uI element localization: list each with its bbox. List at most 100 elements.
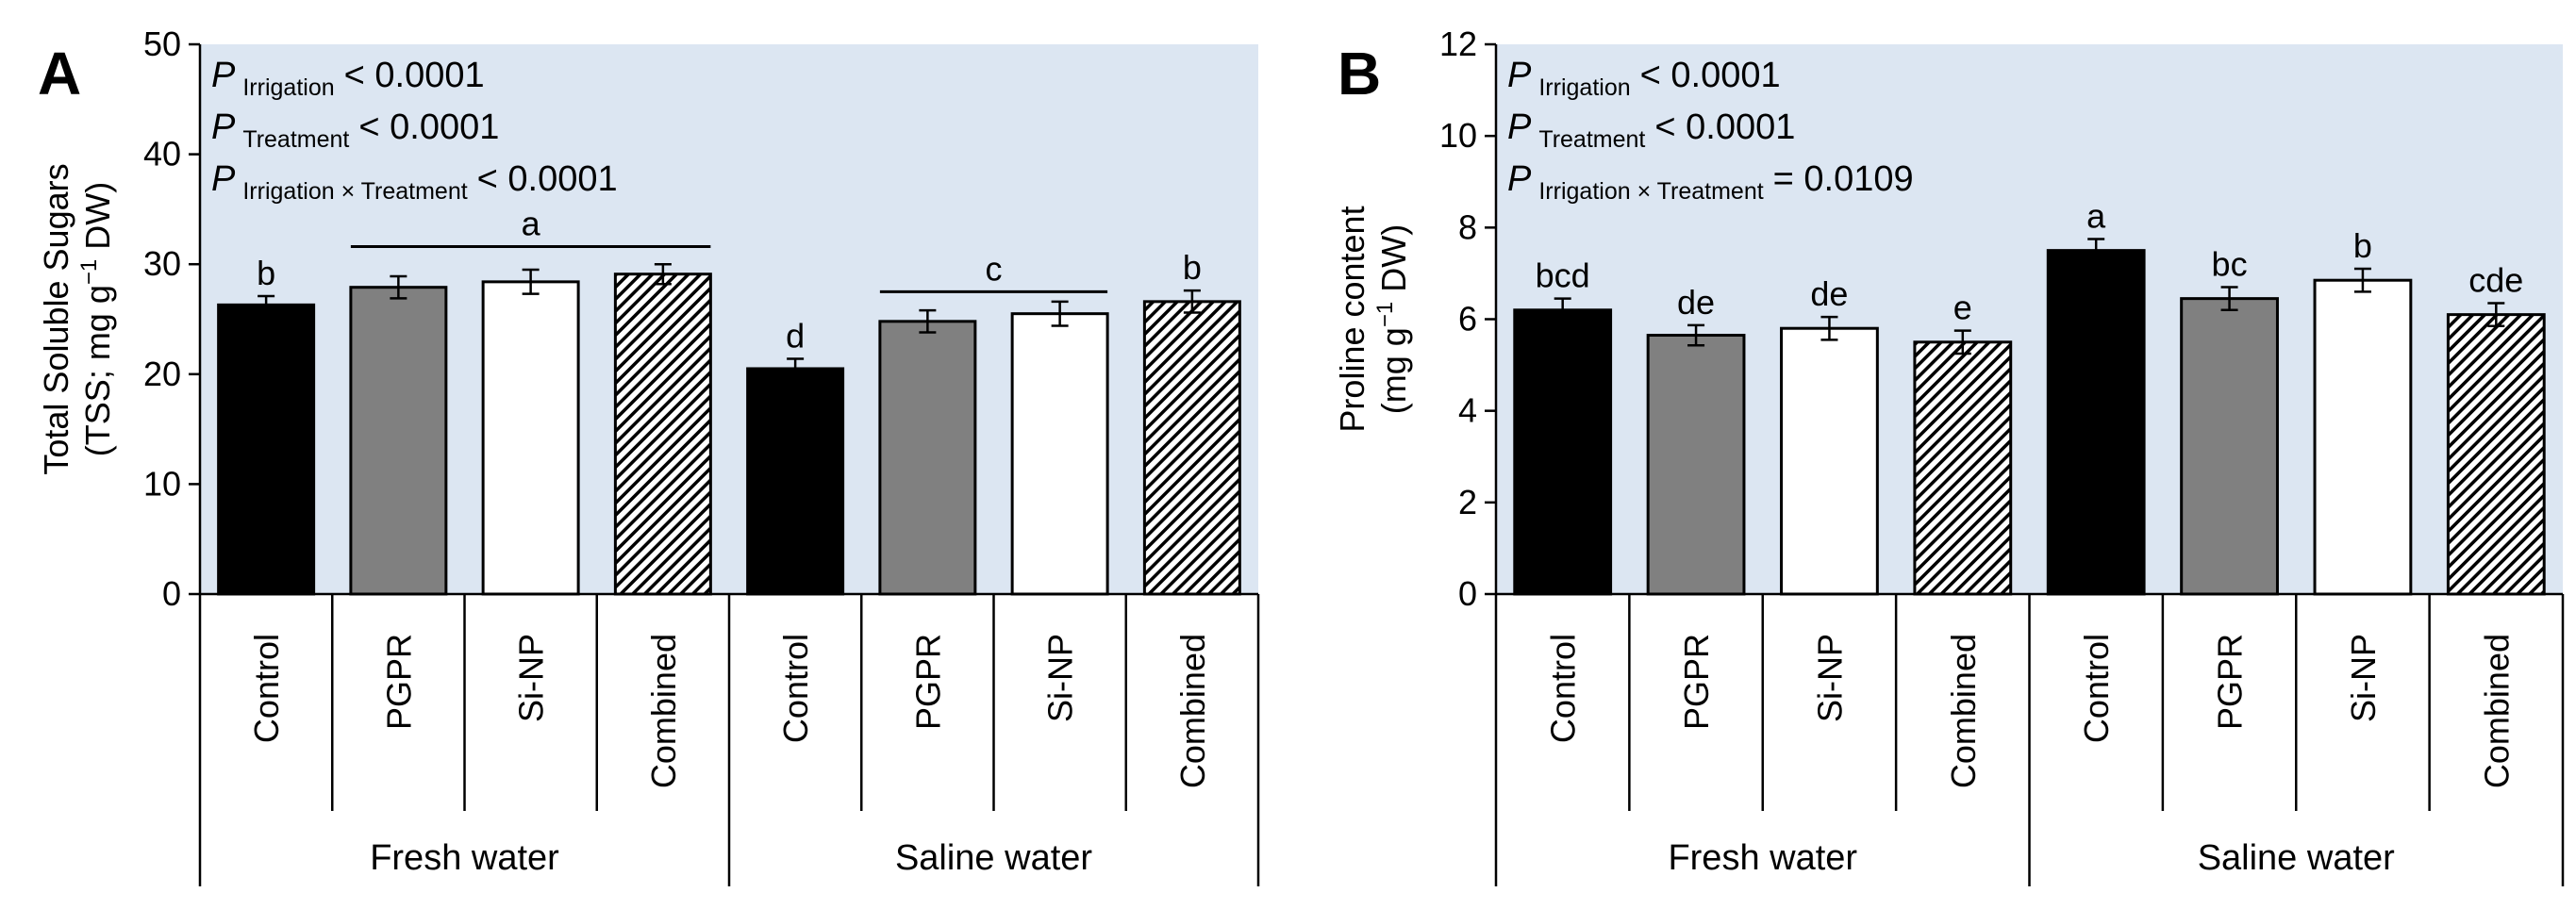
pb-y-tick-label: 8 — [1458, 207, 1477, 246]
pa-y-tick-label: 40 — [143, 135, 181, 174]
pa-bar — [217, 303, 316, 596]
pa-p-value: P Treatment < 0.0001 — [211, 107, 499, 153]
pa-y-tick-label: 0 — [162, 574, 181, 613]
pb-category-label: Control — [1544, 634, 1583, 743]
pb-category-label: Combined — [2477, 634, 2516, 788]
pa-p-symbol: P — [211, 159, 236, 199]
pa-y-tick-label: 10 — [143, 464, 181, 503]
pa-group-label: Saline water — [895, 838, 1092, 878]
pb-y-axis-unit: (mg g−1 DW) — [1372, 224, 1413, 414]
pa-p-value-text: < 0.0001 — [477, 159, 618, 199]
pb-significance-letter: de — [1677, 283, 1715, 322]
pb-unit-superscript: −1 — [1372, 302, 1398, 327]
pa-p-value-text: < 0.0001 — [358, 107, 499, 147]
pa-p-value: P Irrigation × Treatment < 0.0001 — [211, 159, 618, 205]
pb-bar — [1513, 308, 1613, 596]
pb-significance-letter: bcd — [1536, 256, 1590, 295]
pb-significance-letter: bc — [2212, 244, 2248, 283]
pa-bar — [481, 280, 580, 596]
pb-p-symbol: P — [1507, 159, 1532, 199]
pa-category-label: PGPR — [379, 634, 418, 730]
pb-significance-letter: e — [1953, 289, 1972, 327]
pa-p-subscript: Treatment — [242, 126, 349, 153]
pb-p-subscript: Treatment — [1538, 126, 1645, 153]
pb-bar — [1646, 334, 1746, 596]
pb-p-symbol: P — [1507, 56, 1532, 95]
pa-category-label: Si-NP — [512, 634, 551, 722]
pa-panel-label: A — [38, 40, 81, 107]
pa-unit-text: (TSS; mg g — [78, 285, 117, 456]
pa-unit-text: DW) — [78, 182, 117, 259]
pa-group-label: Fresh water — [370, 838, 559, 878]
pa-p-subscript: Irrigation — [242, 74, 334, 101]
panel-b-chart: 0 2 4 6 8 10 12 bcd Control de PGPR de Si-NP e Combine… — [1333, 25, 2565, 886]
pa-bar — [878, 320, 977, 596]
pb-p-value: P Irrigation < 0.0001 — [1507, 56, 1781, 101]
pb-significance-letter: de — [1810, 274, 1848, 313]
pa-y-tick-label: 30 — [143, 244, 181, 283]
pb-group-label: Saline water — [2198, 838, 2395, 878]
pb-p-value: P Treatment < 0.0001 — [1507, 107, 1795, 153]
pa-category-label: Control — [247, 634, 286, 743]
pb-y-tick-label: 10 — [1439, 116, 1477, 155]
pa-y-axis-unit: (TSS; mg g−1 DW) — [76, 182, 117, 456]
pb-category-label: PGPR — [1677, 634, 1716, 730]
pb-category-label: Si-NP — [2344, 634, 2383, 722]
pa-y-axis-label: Total Soluble Sugars — [37, 163, 75, 474]
pb-bar — [1780, 326, 1879, 596]
pb-bar — [2180, 297, 2279, 596]
pa-bracket-letter: a — [522, 205, 541, 243]
pa-category-label: Control — [776, 634, 815, 743]
pb-y-tick-label: 0 — [1458, 574, 1477, 613]
pa-unit-superscript: −1 — [76, 259, 102, 285]
pa-bar — [1010, 312, 1109, 596]
pb-significance-letter: a — [2086, 196, 2106, 235]
pa-p-value: P Irrigation < 0.0001 — [211, 56, 485, 101]
pa-significance-letter: d — [786, 316, 805, 355]
pa-y-tick-label: 50 — [143, 25, 181, 63]
pb-unit-text: DW) — [1374, 224, 1413, 302]
pa-category-label: Combined — [644, 634, 683, 788]
pb-p-value-text: < 0.0001 — [1654, 107, 1795, 147]
pb-p-subscript: Irrigation × Treatment — [1538, 178, 1763, 205]
pb-p-subscript: Irrigation — [1538, 74, 1630, 101]
pb-y-tick-label: 6 — [1458, 300, 1477, 339]
pb-bar — [2046, 249, 2146, 596]
pa-category-label: PGPR — [908, 634, 947, 730]
pb-category-label: PGPR — [2211, 634, 2250, 730]
panel-a-chart: 0 10 20 30 40 50 b Control PGPR Si-NP Combined d Con… — [37, 25, 1260, 886]
pa-p-symbol: P — [211, 56, 236, 95]
pa-p-subscript: Irrigation × Treatment — [242, 178, 467, 205]
pb-panel-label: B — [1338, 40, 1381, 107]
pb-unit-text: (mg g — [1374, 327, 1413, 414]
pb-category-label: Combined — [1944, 634, 1983, 788]
pb-y-axis-label: Proline content — [1333, 206, 1371, 432]
pb-category-label: Control — [2077, 634, 2116, 743]
pa-p-symbol: P — [211, 107, 236, 147]
pa-bar — [613, 273, 712, 596]
pa-bar — [349, 286, 448, 596]
pa-bracket-letter: c — [986, 249, 1003, 288]
pa-category-label: Combined — [1173, 634, 1212, 788]
pb-bar — [2446, 313, 2546, 596]
pa-bar — [1142, 300, 1241, 596]
pb-significance-letter: cde — [2468, 260, 2523, 299]
pa-category-label: Si-NP — [1041, 634, 1080, 722]
pa-p-value-text: < 0.0001 — [344, 56, 485, 95]
pb-p-value: P Irrigation × Treatment = 0.0109 — [1507, 159, 1914, 205]
pa-bar — [746, 367, 845, 596]
pb-p-value-text: < 0.0001 — [1640, 56, 1781, 95]
pb-y-tick-label: 12 — [1439, 25, 1477, 63]
pb-y-tick-label: 2 — [1458, 483, 1477, 521]
pa-significance-letter: b — [1183, 248, 1202, 287]
pb-p-value-text: = 0.0109 — [1773, 159, 1914, 199]
pb-significance-letter: b — [2353, 226, 2372, 265]
pb-category-label: Si-NP — [1810, 634, 1849, 722]
pb-group-label: Fresh water — [1668, 838, 1857, 878]
pb-y-tick-label: 4 — [1458, 391, 1477, 430]
pa-y-tick-label: 20 — [143, 355, 181, 393]
pb-p-symbol: P — [1507, 107, 1532, 147]
pb-bar — [1913, 340, 2013, 596]
pa-significance-letter: b — [257, 254, 275, 292]
